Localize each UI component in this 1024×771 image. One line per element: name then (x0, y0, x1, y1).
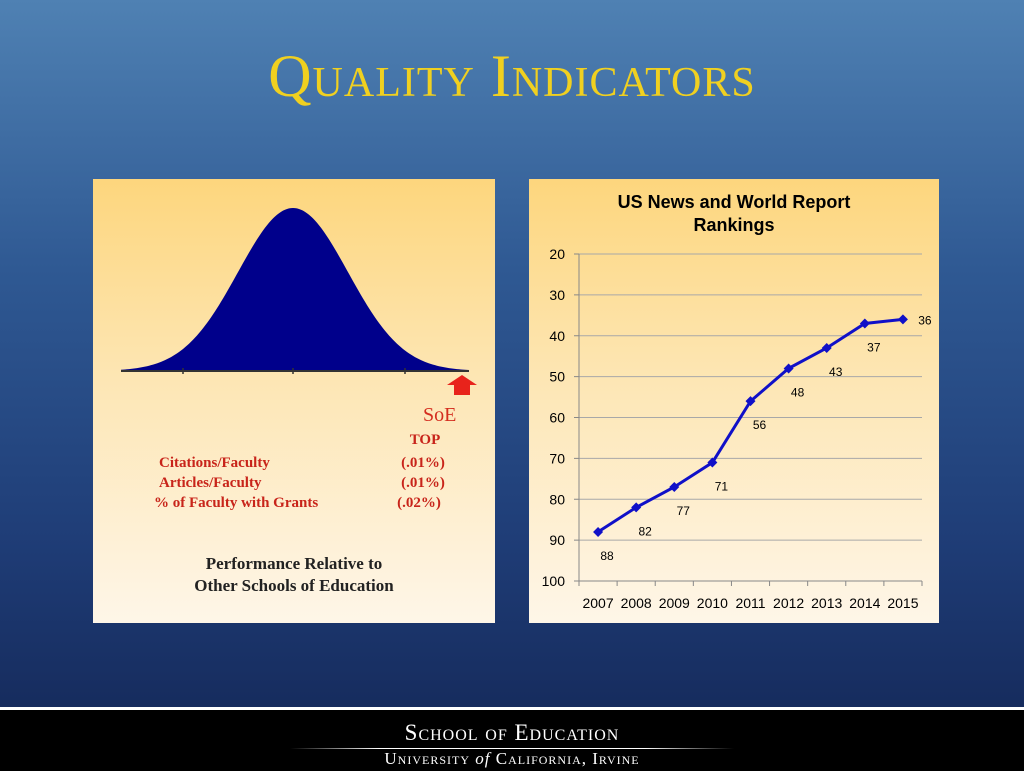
ranking-data-labels: 88 82 77 71 56 48 43 37 36 (600, 313, 932, 563)
y-tick-label: 40 (549, 328, 565, 344)
data-point-marker (707, 457, 718, 468)
footer-university-part1: University (384, 749, 470, 768)
x-tick-label: 2010 (697, 595, 728, 611)
x-tick-label: 2014 (849, 595, 880, 611)
stat-label: % of Faculty with Grants (154, 495, 319, 511)
y-axis-ticks: 20 30 40 50 60 70 80 90 100 (542, 246, 579, 589)
y-tick-label: 50 (549, 369, 565, 385)
data-label: 48 (791, 385, 805, 399)
performance-caption-line1: Performance Relative to (205, 554, 383, 573)
stat-label: Articles/Faculty (159, 475, 262, 491)
rankings-chart-panel: US News and World Report Rankings 20 30 40… (529, 179, 939, 623)
data-label: 88 (600, 549, 614, 563)
chart-gridlines (579, 253, 922, 541)
stat-row: Articles/Faculty (.01%) (93, 475, 495, 495)
footer-university-part2: California, Irvine (495, 749, 640, 768)
ranking-series-line (597, 317, 904, 534)
chart-title-line2: Rankings (693, 215, 775, 235)
rankings-line-chart: 20 30 40 50 60 70 80 90 100 2007 2008 2009 2010 2011… (542, 246, 932, 611)
bell-curve-area (121, 208, 469, 371)
footer-university-name: University of California, Irvine (0, 749, 1024, 769)
data-point-marker (821, 343, 832, 354)
data-label: 82 (638, 524, 652, 538)
y-tick-label: 60 (549, 410, 565, 426)
data-point-marker (783, 363, 794, 374)
y-tick-label: 80 (549, 491, 565, 507)
data-point-marker (631, 502, 642, 513)
stats-header: TOP (409, 432, 441, 448)
stat-label: Citations/Faculty (159, 455, 270, 471)
stat-row: % of Faculty with Grants (.02%) (93, 495, 495, 515)
up-arrow-icon (447, 375, 477, 395)
y-tick-label: 70 (549, 450, 565, 466)
stat-value: (.02%) (397, 495, 441, 511)
x-tick-label: 2015 (887, 595, 918, 611)
data-label: 37 (867, 340, 881, 354)
stats-header-row: TOP (93, 432, 495, 452)
distribution-panel: SoE TOP Citations/Faculty (.01%) Article… (93, 179, 495, 623)
bell-curve-graphic (121, 208, 477, 395)
footer-school-name: School of Education (404, 720, 620, 745)
baseline-ticks (182, 368, 406, 374)
x-tick-label: 2013 (811, 595, 842, 611)
y-tick-label: 100 (542, 573, 566, 589)
data-label: 77 (677, 504, 691, 518)
stat-row: Citations/Faculty (.01%) (93, 455, 495, 475)
x-axis-ticks: 2007 2008 2009 2010 2011 2012 2013 2014 2015 (578, 581, 923, 611)
y-tick-label: 90 (549, 532, 565, 548)
x-tick-label: 2011 (735, 595, 765, 611)
performance-caption-line2: Other Schools of Education (194, 576, 394, 595)
slide-title: Quality Indicators (268, 43, 756, 109)
chart-title: US News and World Report Rankings (569, 191, 899, 237)
x-tick-label: 2008 (621, 595, 652, 611)
y-tick-label: 20 (549, 246, 565, 262)
x-tick-label: 2012 (773, 595, 804, 611)
chart-title-line1: US News and World Report (617, 192, 851, 212)
data-point-marker (897, 314, 908, 325)
data-point-marker (745, 396, 756, 407)
data-point-marker (593, 526, 604, 537)
ranking-markers (593, 314, 908, 537)
x-tick-label: 2009 (659, 595, 690, 611)
data-label: 36 (918, 313, 932, 327)
data-point-marker (669, 481, 680, 492)
footer-university-of: of (475, 749, 491, 768)
performance-caption: Performance Relative to Other Schools of… (93, 553, 495, 597)
data-label: 43 (829, 365, 843, 379)
data-label: 71 (715, 479, 729, 493)
stat-value: (.01%) (401, 455, 445, 471)
x-tick-label: 2007 (582, 595, 613, 611)
stat-value: (.01%) (401, 475, 445, 491)
footer-bar: School of Education University of Califo… (0, 707, 1024, 771)
data-point-marker (859, 318, 870, 329)
data-label: 56 (753, 418, 767, 432)
soe-marker-label: SoE (423, 404, 457, 426)
footer-divider (290, 748, 734, 749)
y-tick-label: 30 (549, 287, 565, 303)
